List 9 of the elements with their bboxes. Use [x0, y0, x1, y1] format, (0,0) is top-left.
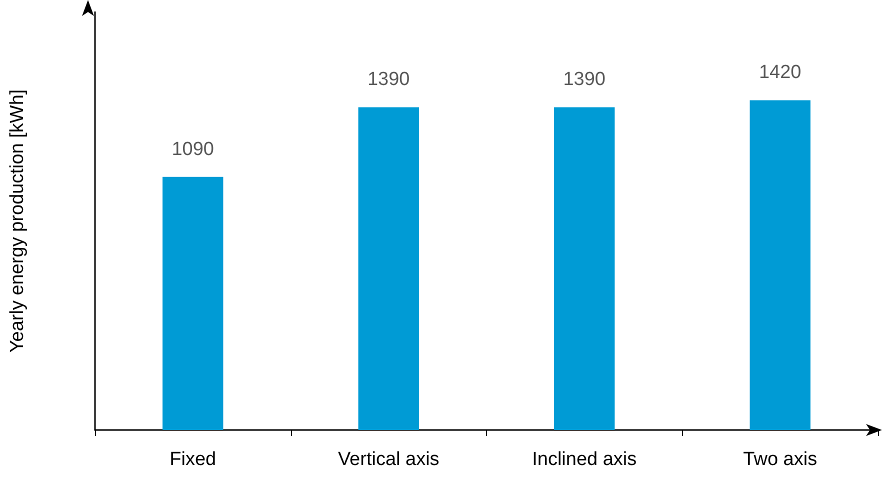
- y-axis-title: Yearly energy production [kWh]: [7, 89, 28, 353]
- x-tick-label: Fixed: [170, 449, 216, 470]
- data-label: 1390: [563, 69, 606, 90]
- data-label: 1420: [758, 62, 802, 84]
- x-tick-label: Vertical axis: [338, 449, 440, 470]
- x-tick-label: Inclined axis: [532, 449, 637, 470]
- data-label: 1390: [367, 69, 410, 90]
- data-label: 1090: [172, 138, 214, 160]
- x-tick-label: Two axis: [743, 449, 818, 470]
